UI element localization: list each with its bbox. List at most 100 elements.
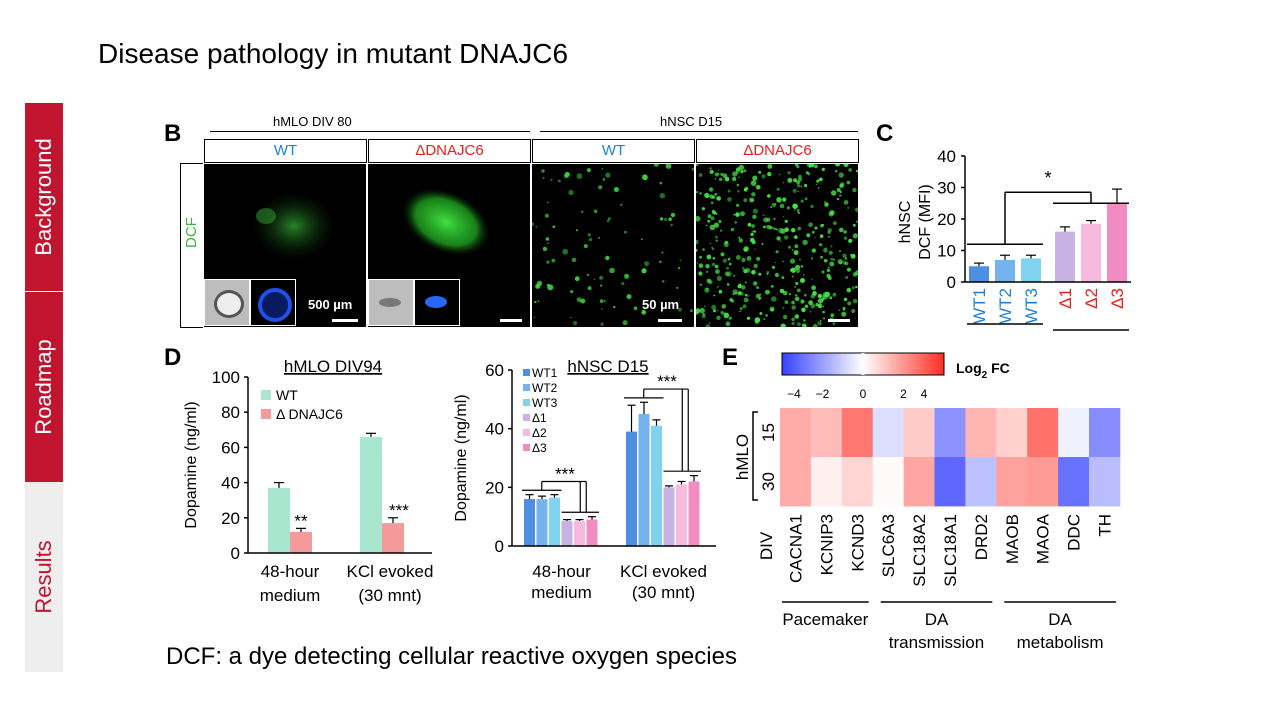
fluorescence-speck [605, 172, 611, 178]
fluorescence-speck [718, 289, 723, 294]
fluorescence-speck [727, 197, 732, 202]
fluorescence-speck [704, 305, 706, 307]
bar-d-left [382, 523, 404, 553]
fluorescence-speck [767, 164, 773, 169]
fluorescence-speck [535, 226, 537, 228]
fluorescence-speck [791, 300, 795, 305]
fluorescence-speck [769, 290, 771, 292]
fluorescence-speck [817, 187, 820, 189]
fluorescence-speck [712, 257, 716, 260]
fluorescence-speck [824, 291, 830, 298]
fluorescence-speck [812, 231, 815, 234]
nav-tab-label: Results [31, 540, 56, 614]
fluorescence-speck [807, 172, 811, 176]
fluorescence-speck [802, 323, 807, 327]
fluorescence-speck [856, 220, 858, 223]
fluorescence-speck [829, 296, 833, 300]
bar-d-left [290, 531, 312, 553]
fluorescence-speck [600, 307, 603, 310]
fluorescence-speck [855, 170, 858, 173]
fluorescence-speck [847, 206, 850, 209]
fluorescence-speck [711, 209, 715, 213]
fluorescence-speck [605, 255, 610, 261]
fluorescence-speck [830, 245, 833, 248]
fluorescence-speck [756, 286, 760, 290]
fluorescence-speck [827, 235, 830, 238]
panel-b-group-left-line [210, 131, 530, 132]
fluorescence-speck [766, 217, 771, 222]
category-label: (30 mnt) [358, 586, 421, 605]
fluorescence-speck [795, 206, 797, 209]
fluorescence-speck [796, 288, 801, 293]
micrograph-mut-nsc [696, 164, 858, 327]
fluorescence-speck [587, 286, 592, 291]
colorbar-tick-label: −4 [787, 387, 801, 401]
fluorescence-speck [835, 164, 840, 167]
fluorescence-speck [626, 294, 632, 300]
fluorescence-speck [698, 271, 703, 276]
fluorescence-speck [756, 256, 761, 261]
category-label: 48-hour [261, 562, 320, 581]
fluorescence-speck [735, 212, 740, 217]
fluorescence-speck [724, 271, 730, 277]
fluorescence-speck [765, 314, 768, 317]
fluorescence-speck [758, 272, 762, 276]
category-label: WT3 [1022, 288, 1041, 324]
legend-label: Δ2 [532, 426, 547, 440]
fluorescence-speck [803, 293, 807, 297]
fluorescence-speck [808, 222, 813, 227]
fluorescence-speck [743, 169, 747, 173]
nav-tab-roadmap[interactable]: Roadmap [25, 292, 63, 482]
fluorescence-speck [829, 210, 835, 216]
fluorescence-speck [699, 255, 702, 259]
fluorescence-speck [744, 281, 747, 284]
fluorescence-speck [546, 260, 550, 264]
fluorescence-speck [706, 224, 708, 227]
fluorescence-speck [570, 290, 574, 294]
fluorescence-speck [716, 286, 719, 288]
panel-b-header-label: WT [601, 142, 626, 159]
fluorescence-speck [753, 230, 756, 233]
heatmap-cell [841, 457, 874, 507]
y-axis-label: hMLO [733, 434, 752, 480]
fluorescence-speck [739, 310, 741, 313]
column-label: SLC18A2 [910, 514, 929, 587]
bar-d-right [676, 484, 687, 546]
fluorescence-speck [740, 169, 744, 174]
micrograph-wt-mlo: 500 µm [204, 164, 366, 327]
fluorescence-speck [728, 316, 732, 320]
fluorescence-speck [586, 273, 589, 276]
fluorescence-speck [562, 248, 569, 255]
bar-d-right [688, 481, 700, 546]
fluorescence-speck [699, 192, 702, 195]
fluorescence-speck [802, 274, 805, 276]
nav-tab-background[interactable]: Background [25, 103, 63, 291]
fluorescence-speck [702, 248, 705, 251]
nav-tab-results[interactable]: Results [25, 482, 63, 672]
fluorescence-speck [550, 178, 553, 182]
group-label: transmission [889, 633, 984, 652]
fluorescence-speck [826, 268, 831, 273]
bar-d-right [561, 521, 573, 546]
fluorescence-speck [842, 260, 847, 265]
row-axis-label: DIV [757, 531, 776, 560]
fluorescence-speck [580, 210, 584, 214]
fluorescence-speck [839, 227, 844, 233]
fluorescence-speck [752, 214, 757, 219]
fluorescence-speck [659, 181, 663, 185]
fluorescence-speck [720, 311, 725, 315]
fluorescence-speck [842, 253, 847, 258]
fluorescence-speck [761, 242, 764, 245]
fluorescence-speck [832, 292, 837, 297]
fluorescence-speck [545, 237, 550, 241]
fluorescence-speck [832, 258, 835, 261]
fluorescence-speck [851, 239, 853, 241]
fluorescence-speck [641, 309, 647, 315]
column-label: KCNIP3 [817, 514, 836, 575]
fluorescence-speck [791, 322, 795, 326]
fluorescence-speck [776, 236, 781, 241]
fluorescence-speck [704, 194, 706, 196]
fluorescence-speck [792, 203, 798, 209]
fluorescence-speck [699, 307, 705, 314]
